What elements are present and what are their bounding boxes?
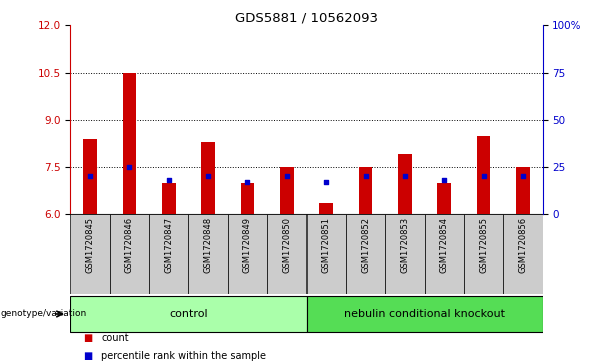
Point (518, 174, 528, 179)
Text: genotype/variation: genotype/variation (1, 310, 87, 318)
Bar (201, 142, 215, 214)
Point (321, 179, 331, 185)
Bar (110, 214, 149, 294)
Text: nebulin conditional knockout: nebulin conditional knockout (344, 309, 505, 319)
Bar (503, 214, 543, 294)
Bar (162, 183, 176, 214)
Point (479, 174, 489, 179)
Text: GSM1720852: GSM1720852 (361, 217, 370, 273)
Bar (385, 214, 424, 294)
Point (360, 174, 370, 179)
Bar (149, 214, 189, 294)
Text: GSM1720848: GSM1720848 (204, 217, 213, 273)
Text: GSM1720850: GSM1720850 (283, 217, 291, 273)
Text: GSM1720856: GSM1720856 (519, 217, 527, 273)
Bar (359, 167, 372, 214)
Text: ■: ■ (83, 351, 92, 361)
Point (164, 177, 173, 183)
Bar (189, 214, 228, 294)
Point (400, 174, 409, 179)
Bar (346, 214, 385, 294)
Bar (398, 154, 412, 214)
Bar (516, 167, 530, 214)
Text: percentile rank within the sample: percentile rank within the sample (101, 351, 266, 361)
Bar (306, 296, 543, 332)
Bar (319, 203, 333, 214)
Text: count: count (101, 333, 129, 343)
Point (85, 174, 95, 179)
Text: GSM1720851: GSM1720851 (322, 217, 330, 273)
Bar (228, 214, 267, 294)
Text: GSM1720853: GSM1720853 (400, 217, 409, 273)
Bar (280, 167, 294, 214)
Bar (306, 214, 346, 294)
Bar (267, 214, 306, 294)
Point (282, 174, 292, 179)
Bar (477, 135, 490, 214)
Text: GSM1720854: GSM1720854 (440, 217, 449, 273)
Bar (70, 296, 306, 332)
Point (243, 179, 253, 185)
Bar (437, 183, 451, 214)
Bar (424, 214, 464, 294)
Point (440, 177, 449, 183)
Text: GSM1720849: GSM1720849 (243, 217, 252, 273)
Text: control: control (169, 309, 208, 319)
Bar (123, 73, 136, 214)
Bar (83, 139, 97, 214)
Text: GSM1720847: GSM1720847 (164, 217, 173, 273)
Bar (70, 214, 110, 294)
Bar (241, 183, 254, 214)
Point (204, 174, 213, 179)
Title: GDS5881 / 10562093: GDS5881 / 10562093 (235, 11, 378, 24)
Text: GSM1720846: GSM1720846 (125, 217, 134, 273)
Point (124, 164, 134, 170)
Text: ■: ■ (83, 333, 92, 343)
Text: GSM1720855: GSM1720855 (479, 217, 488, 273)
Text: GSM1720845: GSM1720845 (86, 217, 94, 273)
Bar (464, 214, 503, 294)
